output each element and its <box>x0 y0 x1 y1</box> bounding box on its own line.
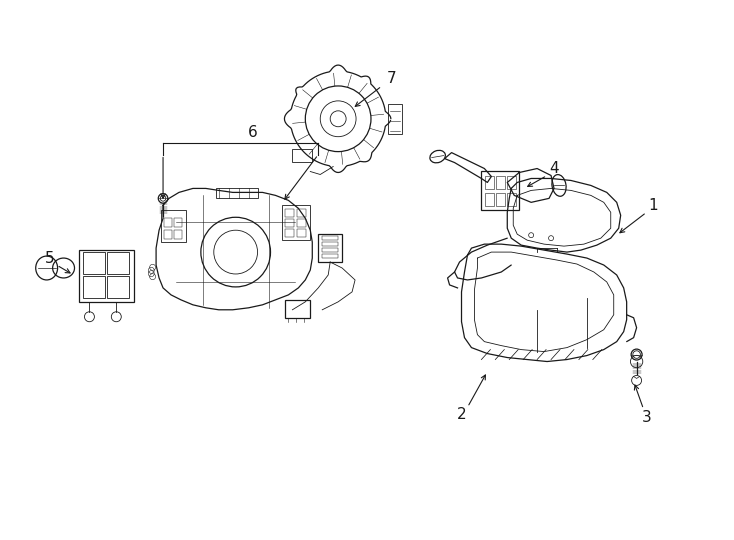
Text: 4: 4 <box>549 161 559 176</box>
Bar <box>79 250 134 302</box>
Bar <box>322 242 338 246</box>
Bar <box>84 276 106 298</box>
Bar <box>174 230 182 239</box>
Bar <box>388 104 401 134</box>
Text: 6: 6 <box>247 125 258 140</box>
Bar <box>297 210 306 217</box>
Bar <box>496 193 505 206</box>
Bar <box>216 188 258 198</box>
Bar <box>319 234 342 262</box>
Bar <box>482 171 519 210</box>
Bar <box>297 219 306 227</box>
Bar <box>507 177 516 190</box>
Bar <box>286 219 294 227</box>
Text: 2: 2 <box>457 407 466 422</box>
Bar <box>496 177 505 190</box>
Text: 7: 7 <box>387 71 396 86</box>
Bar <box>286 229 294 237</box>
Bar <box>485 177 494 190</box>
Bar <box>107 276 129 298</box>
Bar <box>286 210 294 217</box>
Bar <box>322 248 338 252</box>
Bar <box>174 218 182 227</box>
Bar <box>507 193 516 206</box>
Text: 3: 3 <box>642 410 652 425</box>
Bar <box>322 236 338 240</box>
Bar <box>161 210 186 242</box>
Bar <box>107 252 129 274</box>
Text: 5: 5 <box>45 251 54 266</box>
Text: 1: 1 <box>649 198 658 213</box>
Bar <box>286 300 310 318</box>
Bar <box>297 229 306 237</box>
Bar <box>292 148 313 163</box>
Bar <box>485 193 494 206</box>
Bar <box>84 252 106 274</box>
Bar <box>322 254 338 258</box>
Bar <box>164 230 172 239</box>
Bar <box>164 218 172 227</box>
Bar <box>283 205 310 240</box>
